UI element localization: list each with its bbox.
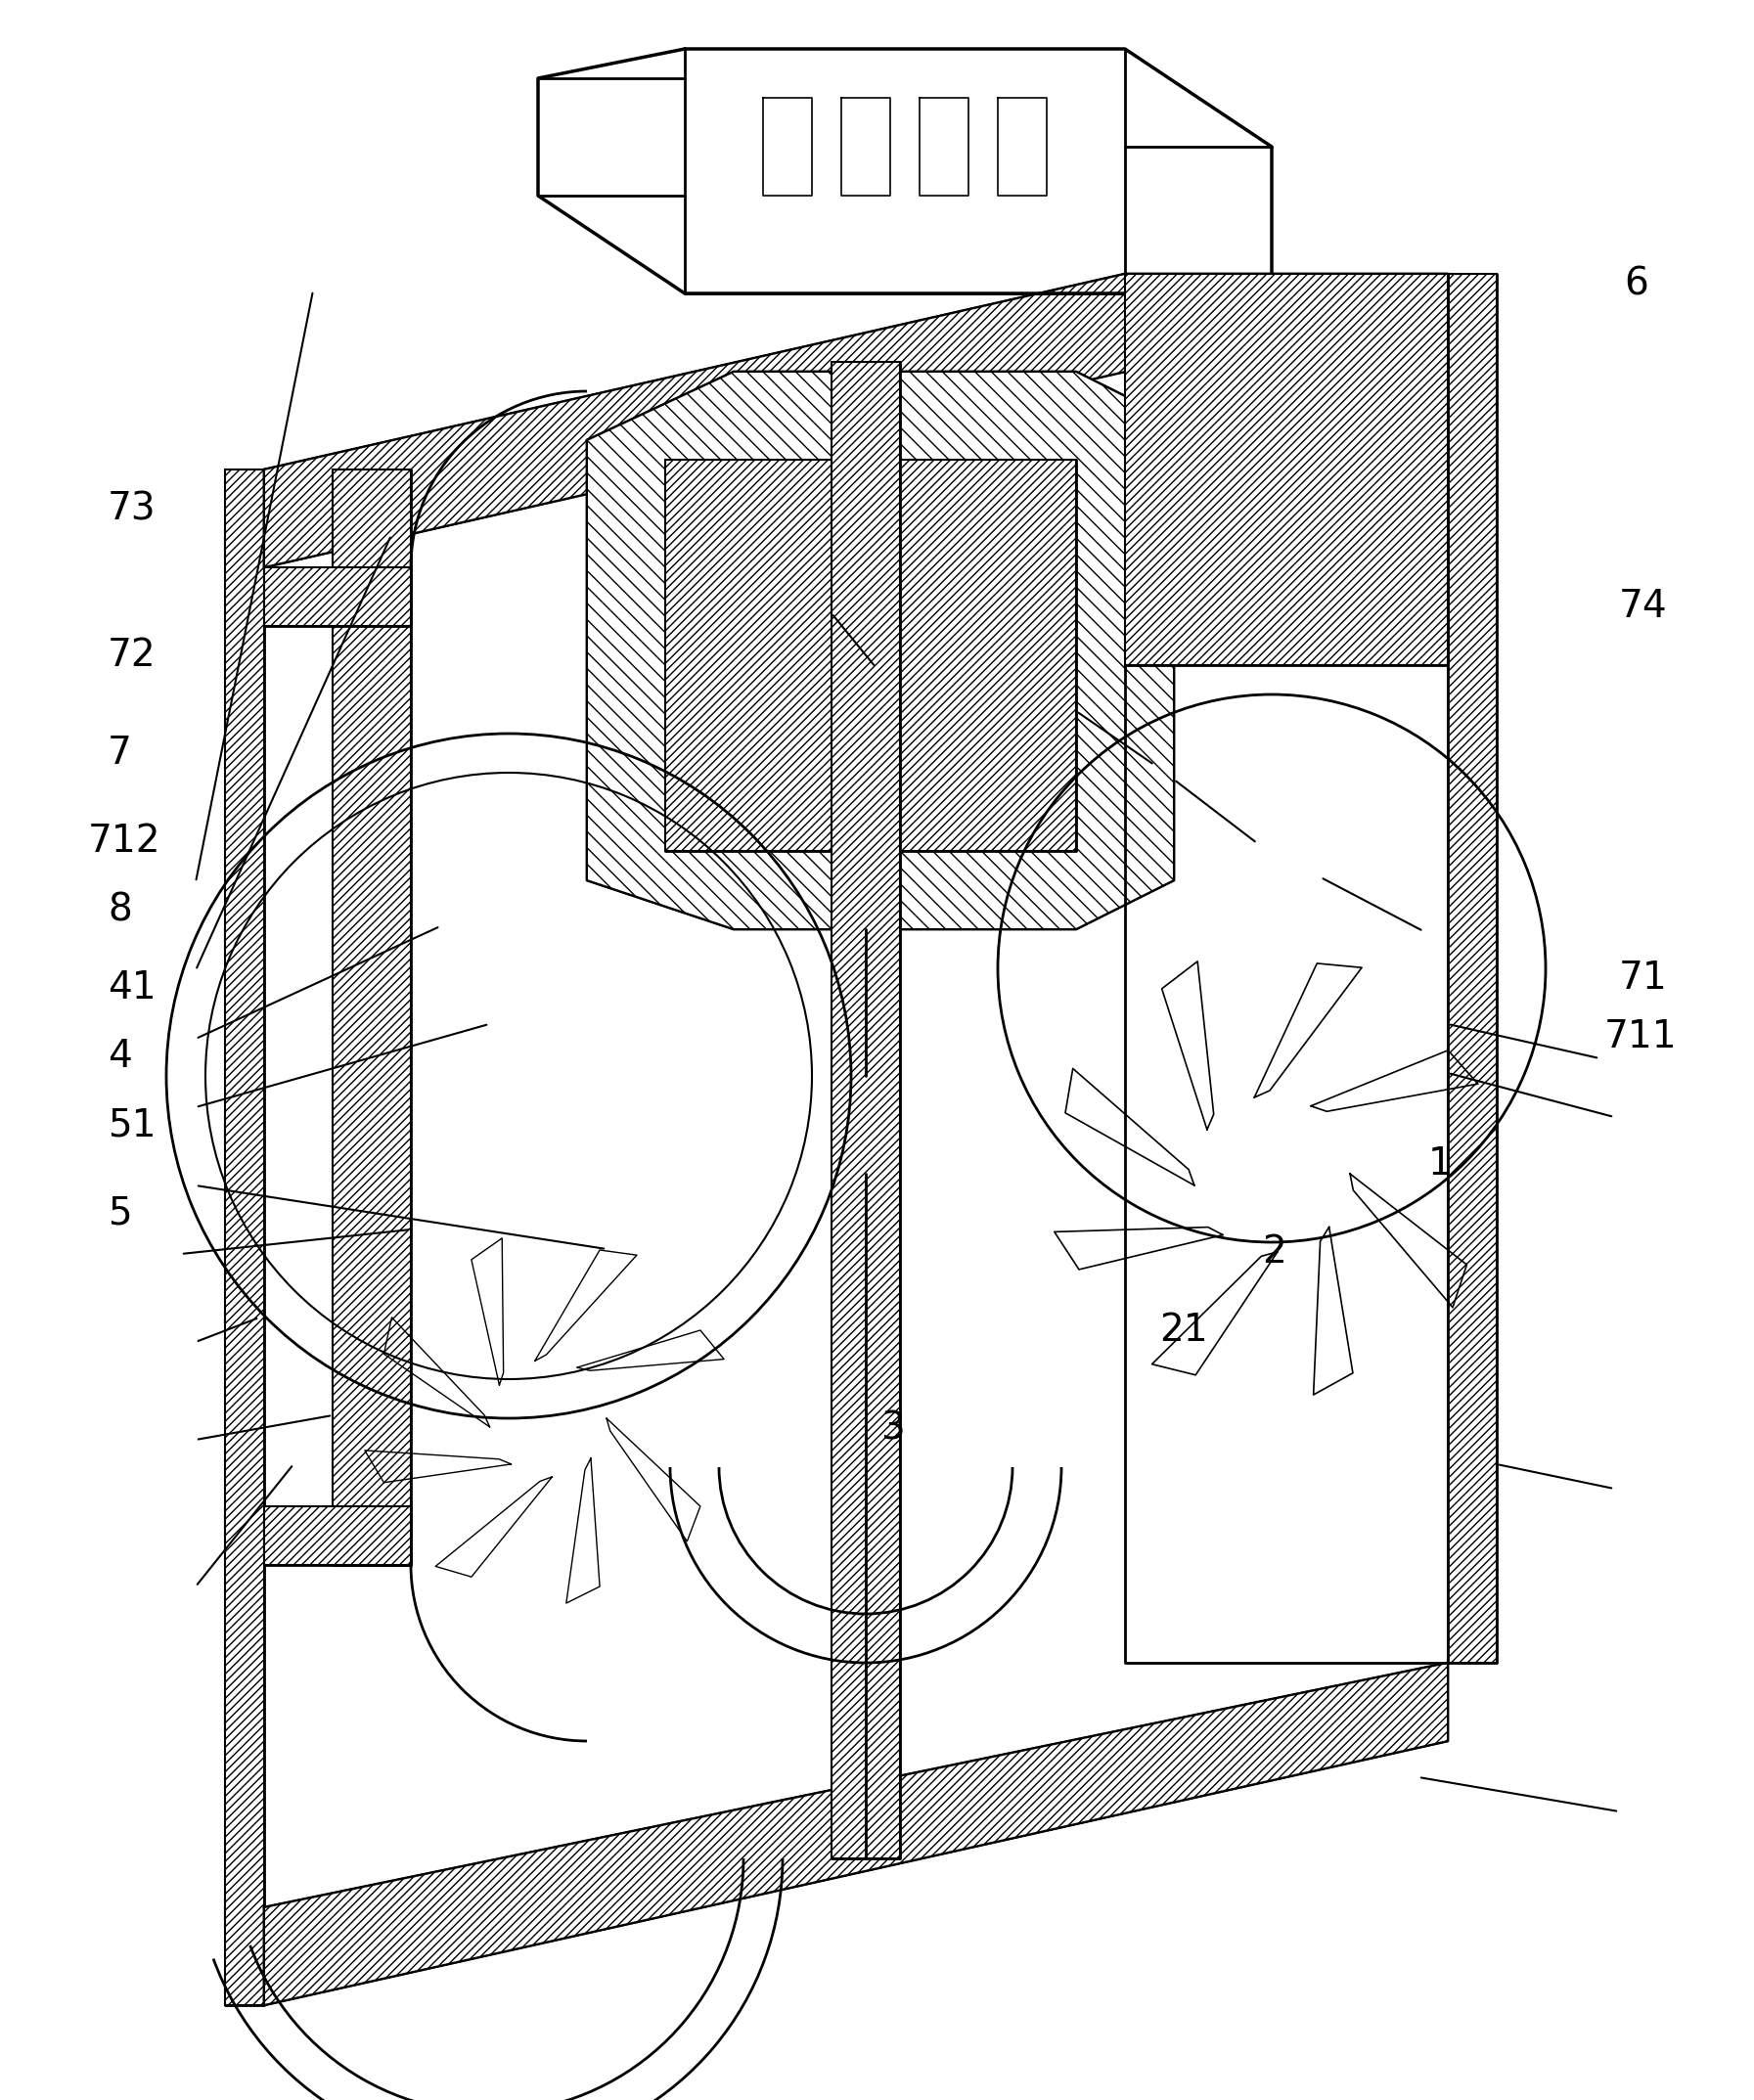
Text: 4: 4 — [107, 1037, 132, 1075]
Text: 3: 3 — [881, 1409, 905, 1447]
Polygon shape — [1124, 273, 1447, 666]
Polygon shape — [665, 460, 1075, 851]
Text: 21: 21 — [1159, 1312, 1209, 1348]
Polygon shape — [1447, 273, 1496, 1663]
Text: 712: 712 — [88, 823, 161, 859]
Text: 7: 7 — [107, 735, 132, 771]
Text: 73: 73 — [107, 489, 156, 527]
Text: 74: 74 — [1619, 588, 1668, 626]
Text: 711: 711 — [1605, 1019, 1677, 1056]
Text: 72: 72 — [107, 636, 156, 674]
Polygon shape — [225, 470, 265, 2005]
Text: 71: 71 — [1619, 960, 1668, 998]
Polygon shape — [265, 273, 1447, 567]
Polygon shape — [831, 361, 900, 1859]
Text: 6: 6 — [1624, 265, 1649, 302]
Text: 2: 2 — [1261, 1233, 1286, 1270]
Polygon shape — [265, 1663, 1447, 2005]
Polygon shape — [265, 567, 410, 626]
Text: 1: 1 — [1428, 1144, 1452, 1182]
Text: 51: 51 — [107, 1107, 156, 1142]
Polygon shape — [588, 372, 1173, 928]
Text: 8: 8 — [107, 890, 132, 928]
Polygon shape — [265, 1506, 410, 1564]
Polygon shape — [333, 470, 410, 1564]
Text: 41: 41 — [107, 970, 156, 1006]
Text: 5: 5 — [107, 1195, 132, 1231]
